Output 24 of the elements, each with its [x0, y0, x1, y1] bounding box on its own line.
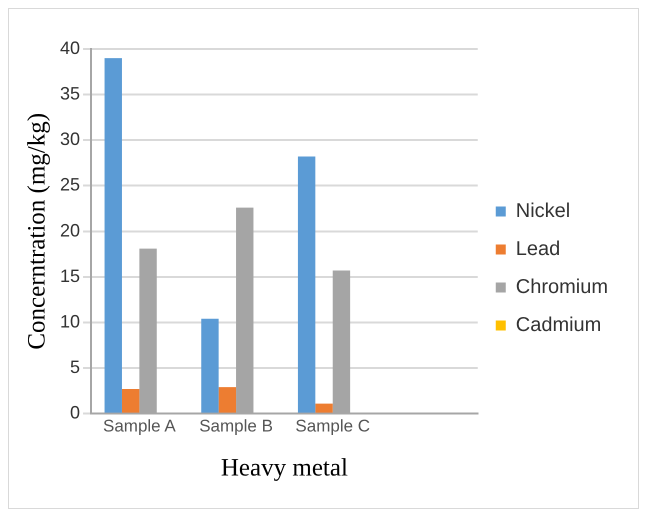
y-tick-label: 25	[60, 174, 80, 195]
x-tick-label: Sample B	[199, 416, 273, 436]
y-tick-label: 20	[60, 220, 80, 240]
legend-label: Chromium	[516, 276, 608, 298]
bar	[315, 404, 333, 413]
x-tick-label: Sample A	[102, 416, 176, 436]
bar	[104, 58, 122, 413]
legend-label: Cadmium	[516, 314, 602, 336]
bar	[218, 387, 236, 413]
x-tick-label: Sample C	[295, 416, 370, 436]
bar	[298, 156, 316, 413]
y-tick-label: 5	[70, 356, 80, 377]
y-axis-title: Concerntration (mg/kg)	[24, 112, 51, 350]
y-tick-label: 35	[60, 84, 80, 104]
legend-label: Nickel	[516, 200, 570, 222]
y-tick-label: 30	[60, 129, 80, 150]
bar	[122, 388, 140, 413]
legend-label: Lead	[516, 238, 560, 260]
bar	[201, 318, 219, 413]
y-tick-label: 15	[60, 266, 80, 286]
y-tick-label: 10	[60, 311, 80, 332]
y-tick-label: 40	[60, 38, 80, 58]
x-axis-title: Heavy metal	[220, 454, 348, 482]
y-tick-label: 0	[70, 402, 80, 423]
